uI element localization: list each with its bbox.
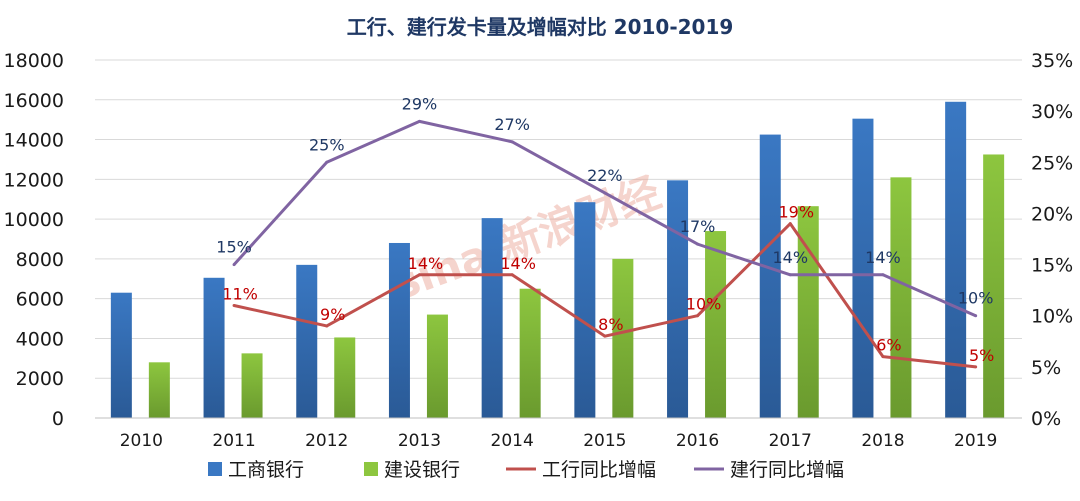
- data-labels-layer: 11% 9% 14% 14% 8% 10% 19% 6% 5% 15% 25% 29% 27% 22% 17…: [216, 94, 994, 364]
- line-point: [603, 191, 607, 195]
- x-tick-label: 2017: [769, 431, 812, 451]
- y-right-tick-label: 25%: [1031, 152, 1073, 174]
- y-left-tick-label: 0: [52, 408, 64, 430]
- line-point: [510, 273, 514, 277]
- data-label: 9%: [320, 305, 345, 324]
- line-point: [881, 273, 885, 277]
- data-label: 14%: [500, 254, 536, 273]
- y-left-tick-label: 14000: [4, 130, 64, 152]
- line-point: [788, 273, 792, 277]
- legend: 工商银行 建设银行 工行同比增幅 建行同比增幅: [208, 459, 844, 481]
- data-label: 25%: [309, 135, 345, 154]
- y-right-tick-label: 35%: [1031, 50, 1073, 72]
- lines-layer: [232, 119, 978, 369]
- legend-swatch: [364, 462, 378, 476]
- line-point: [881, 355, 885, 359]
- data-label: 15%: [216, 238, 252, 257]
- y-left-tick-label: 18000: [4, 50, 64, 72]
- legend-label: 建设银行: [384, 459, 460, 481]
- bar-icbc-2010: [110, 292, 132, 418]
- data-label: 14%: [408, 254, 444, 273]
- y-right-tick-label: 30%: [1031, 101, 1073, 123]
- data-label: 11%: [222, 284, 258, 303]
- bar-ccb-2012: [334, 337, 356, 418]
- y-right-tick-label: 5%: [1031, 357, 1061, 379]
- bar-ccb-2014: [519, 288, 541, 418]
- line-point: [696, 314, 700, 318]
- line-point: [974, 365, 978, 369]
- bar-icbc-2016: [667, 180, 689, 418]
- legend-swatch: [208, 462, 222, 476]
- line-point: [325, 160, 329, 164]
- data-label: 14%: [865, 248, 901, 267]
- y-left-tick-label: 8000: [16, 249, 64, 271]
- y-left-tick-label: 10000: [4, 209, 64, 231]
- y-right-tick-label: 10%: [1031, 306, 1073, 328]
- bar-ccb-2013: [426, 314, 448, 418]
- line-point: [325, 324, 329, 328]
- x-tick-label: 2014: [491, 431, 534, 451]
- data-label: 22%: [587, 166, 623, 185]
- line-point: [696, 242, 700, 246]
- y-right-tick-label: 20%: [1031, 203, 1073, 225]
- y-right-tick-label: 0%: [1031, 408, 1061, 430]
- bar-icbc-2011: [203, 277, 225, 418]
- bar-ccb-2010: [148, 362, 170, 418]
- y-left-tick-label: 2000: [16, 368, 64, 390]
- data-label: 6%: [876, 336, 901, 355]
- data-label: 29%: [402, 94, 438, 113]
- line-point: [232, 303, 236, 307]
- bar-ccb-2016: [705, 231, 727, 418]
- line-point: [417, 273, 421, 277]
- y-left-tick-label: 4000: [16, 328, 64, 350]
- data-label: 27%: [494, 115, 530, 134]
- bar-icbc-2014: [481, 218, 503, 418]
- x-tick-label: 2011: [212, 431, 255, 451]
- legend-label: 工商银行: [228, 459, 304, 481]
- x-tick-label: 2016: [676, 431, 719, 451]
- legend-label: 工行同比增幅: [542, 459, 656, 481]
- x-tick-label: 2012: [305, 431, 348, 451]
- bar-icbc-2018: [852, 118, 874, 418]
- legend-label: 建行同比增幅: [730, 459, 844, 481]
- y-left-tick-label: 12000: [4, 169, 64, 191]
- x-tick-label: 2015: [583, 431, 626, 451]
- data-label: 8%: [598, 315, 623, 334]
- bar-ccb-2011: [241, 353, 263, 418]
- y-right-tick-label: 15%: [1031, 255, 1073, 277]
- line-point: [417, 119, 421, 123]
- x-tick-label: 2010: [120, 431, 163, 451]
- y-left-tick-label: 16000: [4, 90, 64, 112]
- line-point: [603, 334, 607, 338]
- data-label: 10%: [958, 289, 994, 308]
- x-tick-label: 2018: [861, 431, 904, 451]
- bar-icbc-2019: [945, 101, 967, 419]
- line-point: [510, 140, 514, 144]
- bar-ccb-2015: [612, 258, 634, 418]
- bar-ccb-2018: [890, 177, 912, 418]
- bar-icbc-2017: [759, 134, 781, 419]
- bar-icbc-2012: [296, 264, 318, 418]
- bar-icbc-2013: [388, 242, 410, 418]
- data-label: 5%: [969, 346, 994, 365]
- x-tick-label: 2013: [398, 431, 441, 451]
- data-label: 17%: [680, 217, 716, 236]
- bar-ccb-2019: [983, 154, 1005, 418]
- line-point: [974, 314, 978, 318]
- data-label: 10%: [686, 295, 722, 314]
- line-point: [788, 222, 792, 226]
- data-label: 19%: [778, 203, 814, 222]
- axes-layer: 0 2000 4000 6000 8000 10000 12000 14000 16000 180…: [4, 50, 1074, 451]
- y-left-tick-label: 6000: [16, 289, 64, 311]
- x-tick-label: 2019: [954, 431, 997, 451]
- data-label: 14%: [772, 248, 808, 267]
- line-point: [232, 263, 236, 267]
- bars-layer: [110, 101, 1005, 419]
- chart-title: 工行、建行发卡量及增幅对比 2010-2019: [347, 15, 734, 39]
- bar-icbc-2015: [574, 202, 596, 418]
